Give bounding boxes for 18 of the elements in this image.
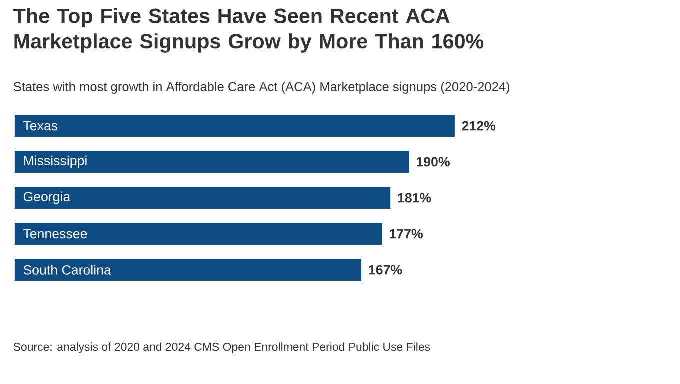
data-label: 177%	[390, 229, 423, 239]
data-label: 212%	[462, 121, 496, 131]
source-note: Source: analysis of 2020 and 2024 CMS Open Enrollment Period Public Use Files	[14, 342, 430, 354]
bar	[14, 186, 391, 209]
y-tick-label: Texas	[24, 121, 58, 131]
bar	[14, 258, 362, 281]
chart-title: The Top Five States Have Seen Recent ACA Marketplace Signups Grow by More Than 160%	[14, 8, 484, 53]
data-label: 190%	[417, 157, 450, 167]
y-tick-label: Mississippi	[24, 156, 87, 168]
y-tick-label: South Carolina	[24, 265, 112, 275]
bar	[14, 114, 455, 137]
y-tick-label: Georgia	[24, 192, 71, 204]
chart-subtitle: States with most growth in Affordable Care Act (ACA) Marketplace signups (2020-2024)	[14, 82, 510, 94]
data-label: 167%	[369, 265, 402, 275]
bar	[14, 150, 410, 173]
data-label: 181%	[398, 193, 432, 203]
bar	[14, 222, 382, 245]
y-tick-label: Tennessee	[24, 229, 88, 239]
